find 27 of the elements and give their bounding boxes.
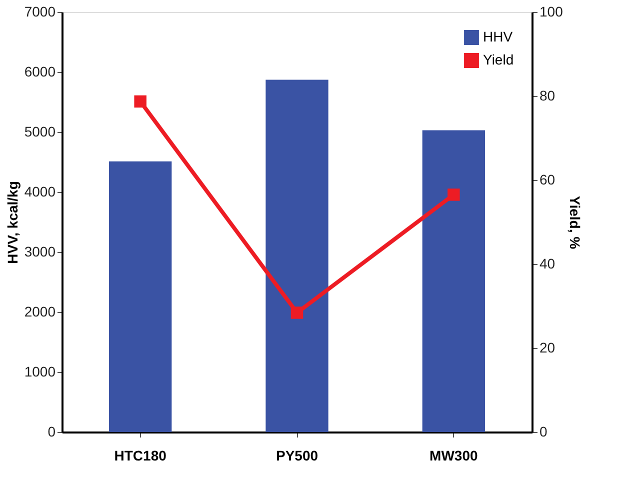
x-tick-label: PY500 xyxy=(276,448,318,464)
bar xyxy=(266,80,328,432)
y-tick-label: 6000 xyxy=(24,64,56,80)
legend-label: Yield xyxy=(483,52,514,68)
x-tick-label: MW300 xyxy=(430,448,478,464)
y2-tick-label: 0 xyxy=(540,424,548,440)
y2-tick-label: 20 xyxy=(540,340,556,356)
y-tick-label: 2000 xyxy=(24,304,56,320)
bar xyxy=(422,130,485,432)
point xyxy=(290,306,304,319)
y2-tick-label: 80 xyxy=(540,88,556,104)
y-tick-label: 7000 xyxy=(24,4,56,20)
y-tick-label: 3000 xyxy=(24,244,56,260)
y2-axis-title: Yield, % xyxy=(566,196,583,250)
bar xyxy=(109,161,172,432)
y-tick-label: 0 xyxy=(48,424,56,440)
y-tick-label: 4000 xyxy=(24,184,56,200)
point xyxy=(448,188,460,201)
point xyxy=(134,95,146,108)
y-tick-label: 1000 xyxy=(24,364,56,380)
y-axis-title: HVV, kcal/kg xyxy=(4,181,20,264)
y-tick-label: 5000 xyxy=(24,124,56,140)
y2-tick-label: 40 xyxy=(540,256,556,272)
x-tick-label: HTC180 xyxy=(114,448,167,464)
legend-label: HHV xyxy=(483,28,514,44)
y2-tick-label: 100 xyxy=(540,4,564,20)
y2-tick-label: 60 xyxy=(540,172,556,188)
